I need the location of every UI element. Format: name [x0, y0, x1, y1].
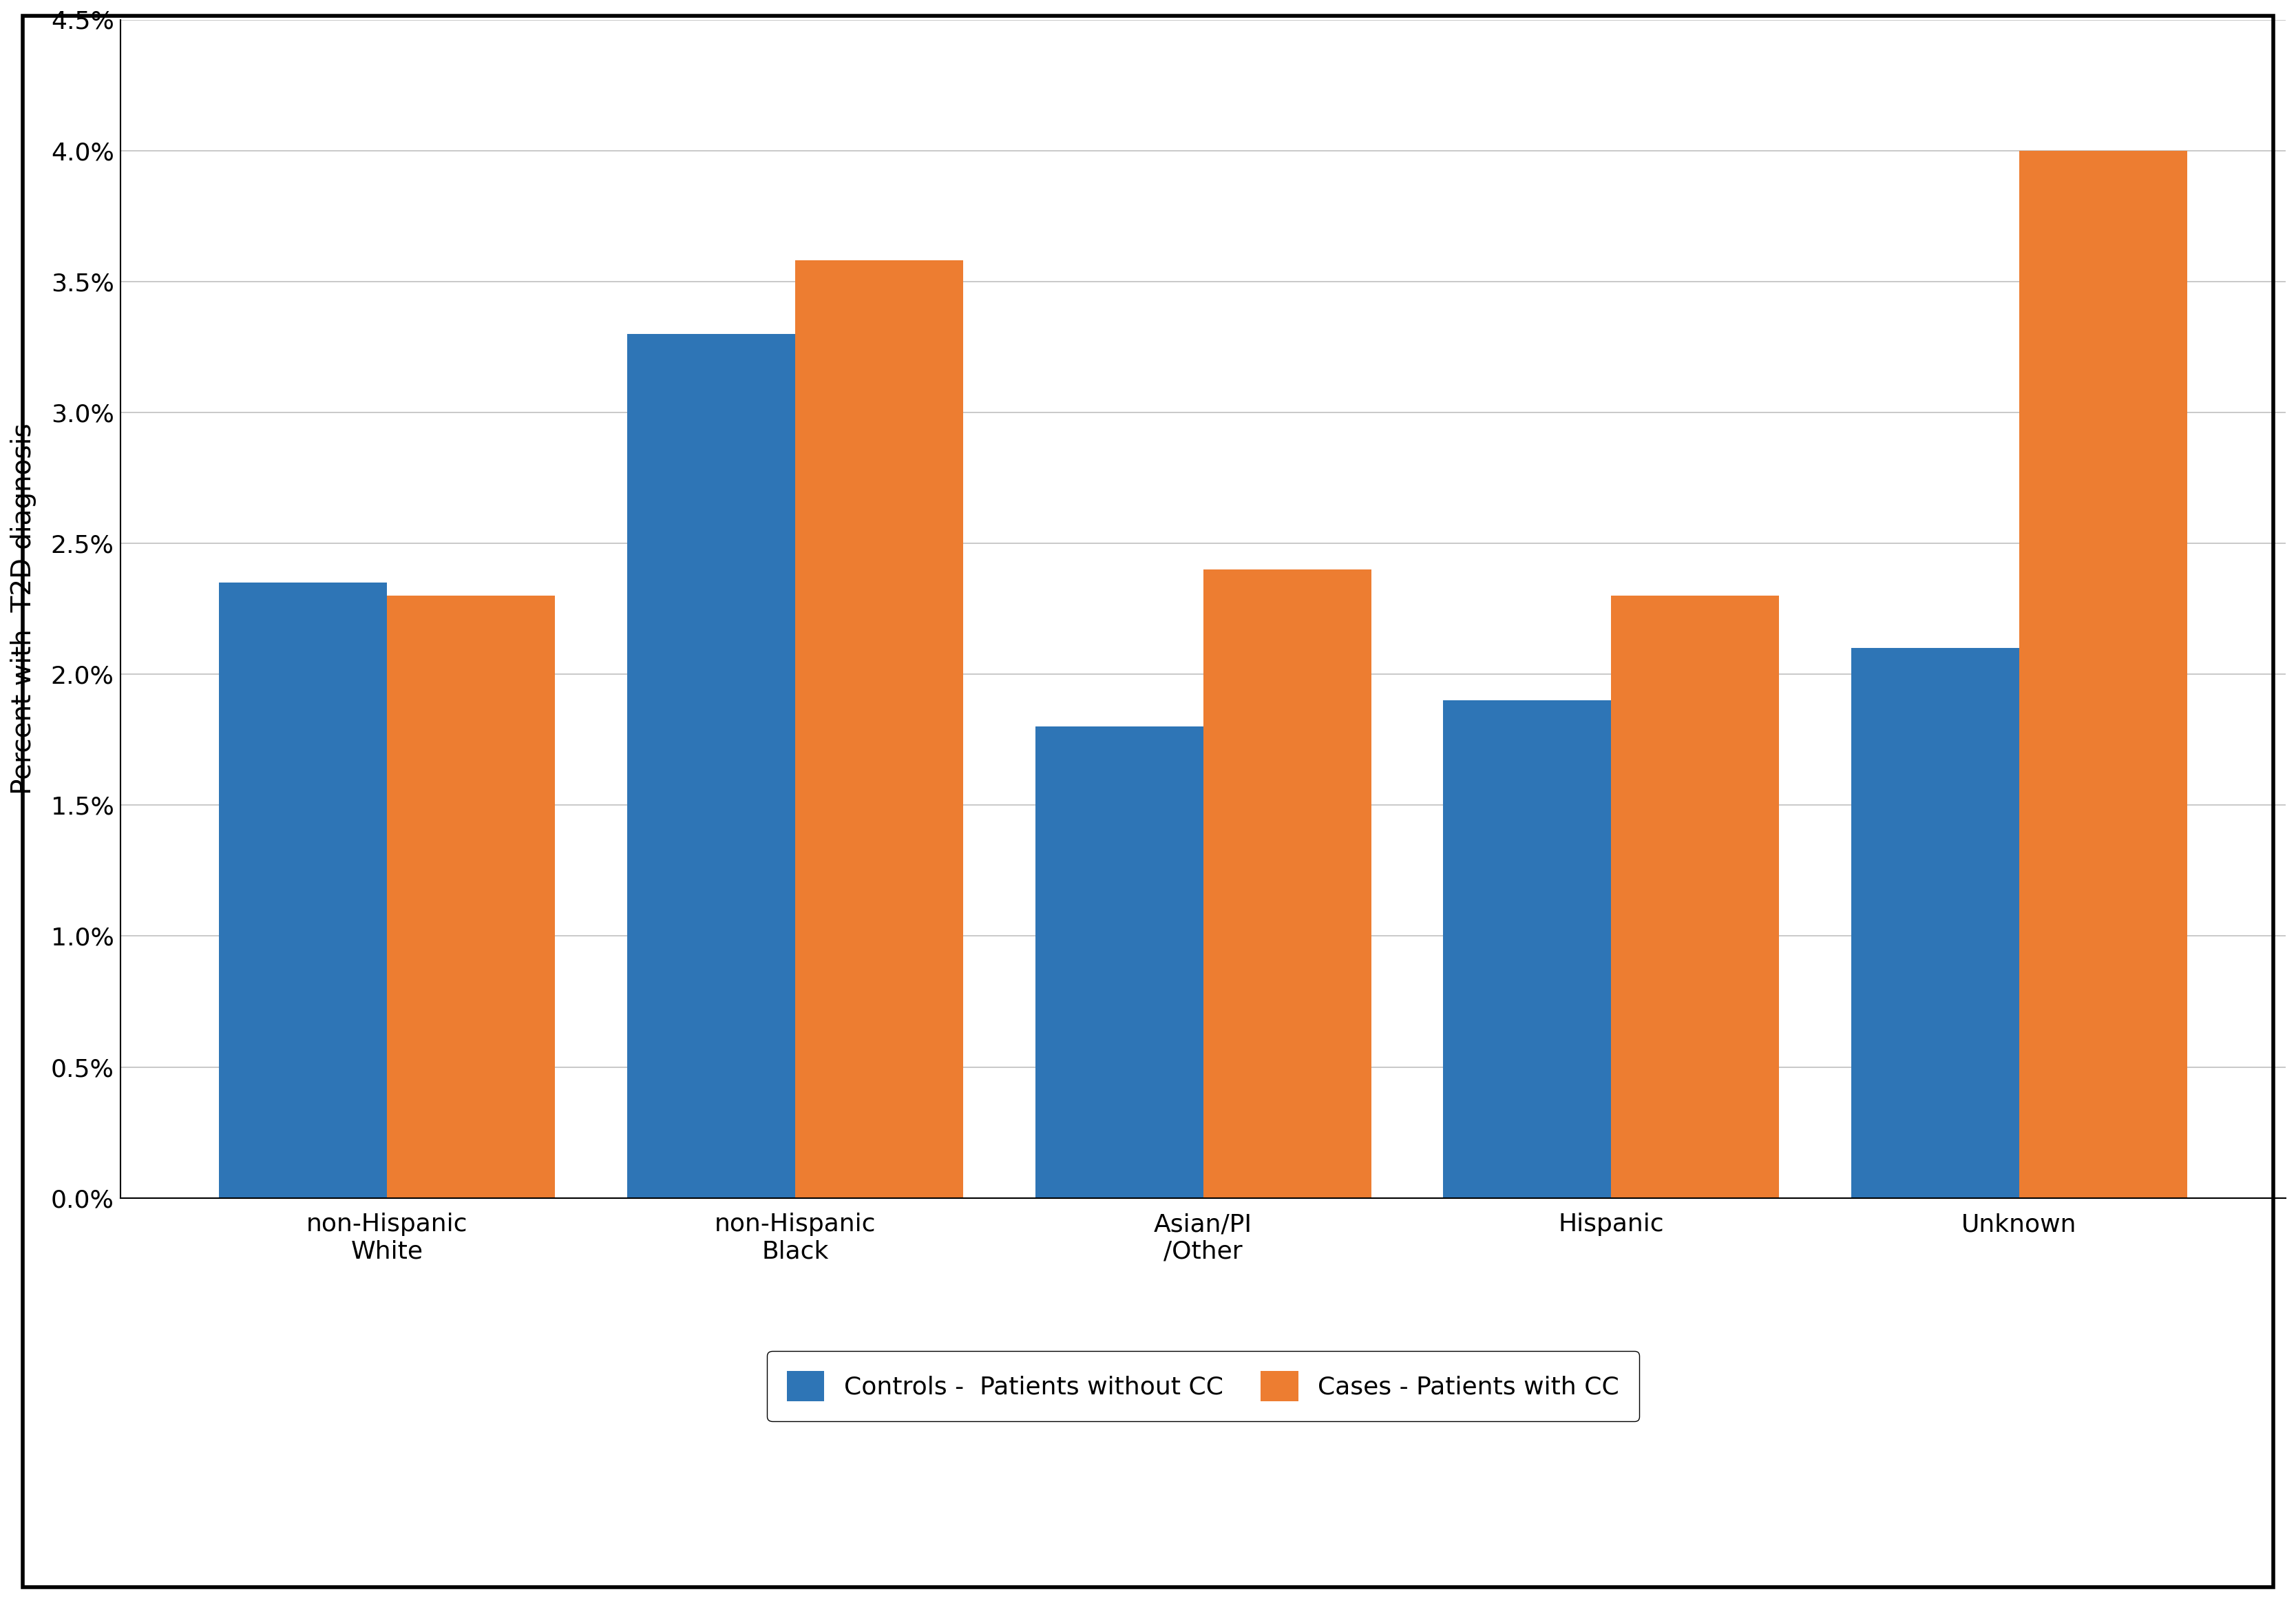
Bar	[388, 596, 556, 1197]
Legend: Controls -  Patients without CC, Cases - Patients with CC: Controls - Patients without CC, Cases - …	[767, 1351, 1639, 1422]
Bar	[1851, 648, 2018, 1197]
Bar	[218, 582, 388, 1197]
Bar	[1612, 596, 1779, 1197]
Bar	[794, 261, 964, 1197]
Y-axis label: Percent with  T2D diagnosis: Percent with T2D diagnosis	[9, 423, 37, 795]
Bar	[1035, 726, 1203, 1197]
Bar	[1444, 701, 1612, 1197]
Bar	[627, 333, 794, 1197]
Bar	[1203, 569, 1371, 1197]
Bar	[2018, 151, 2188, 1197]
